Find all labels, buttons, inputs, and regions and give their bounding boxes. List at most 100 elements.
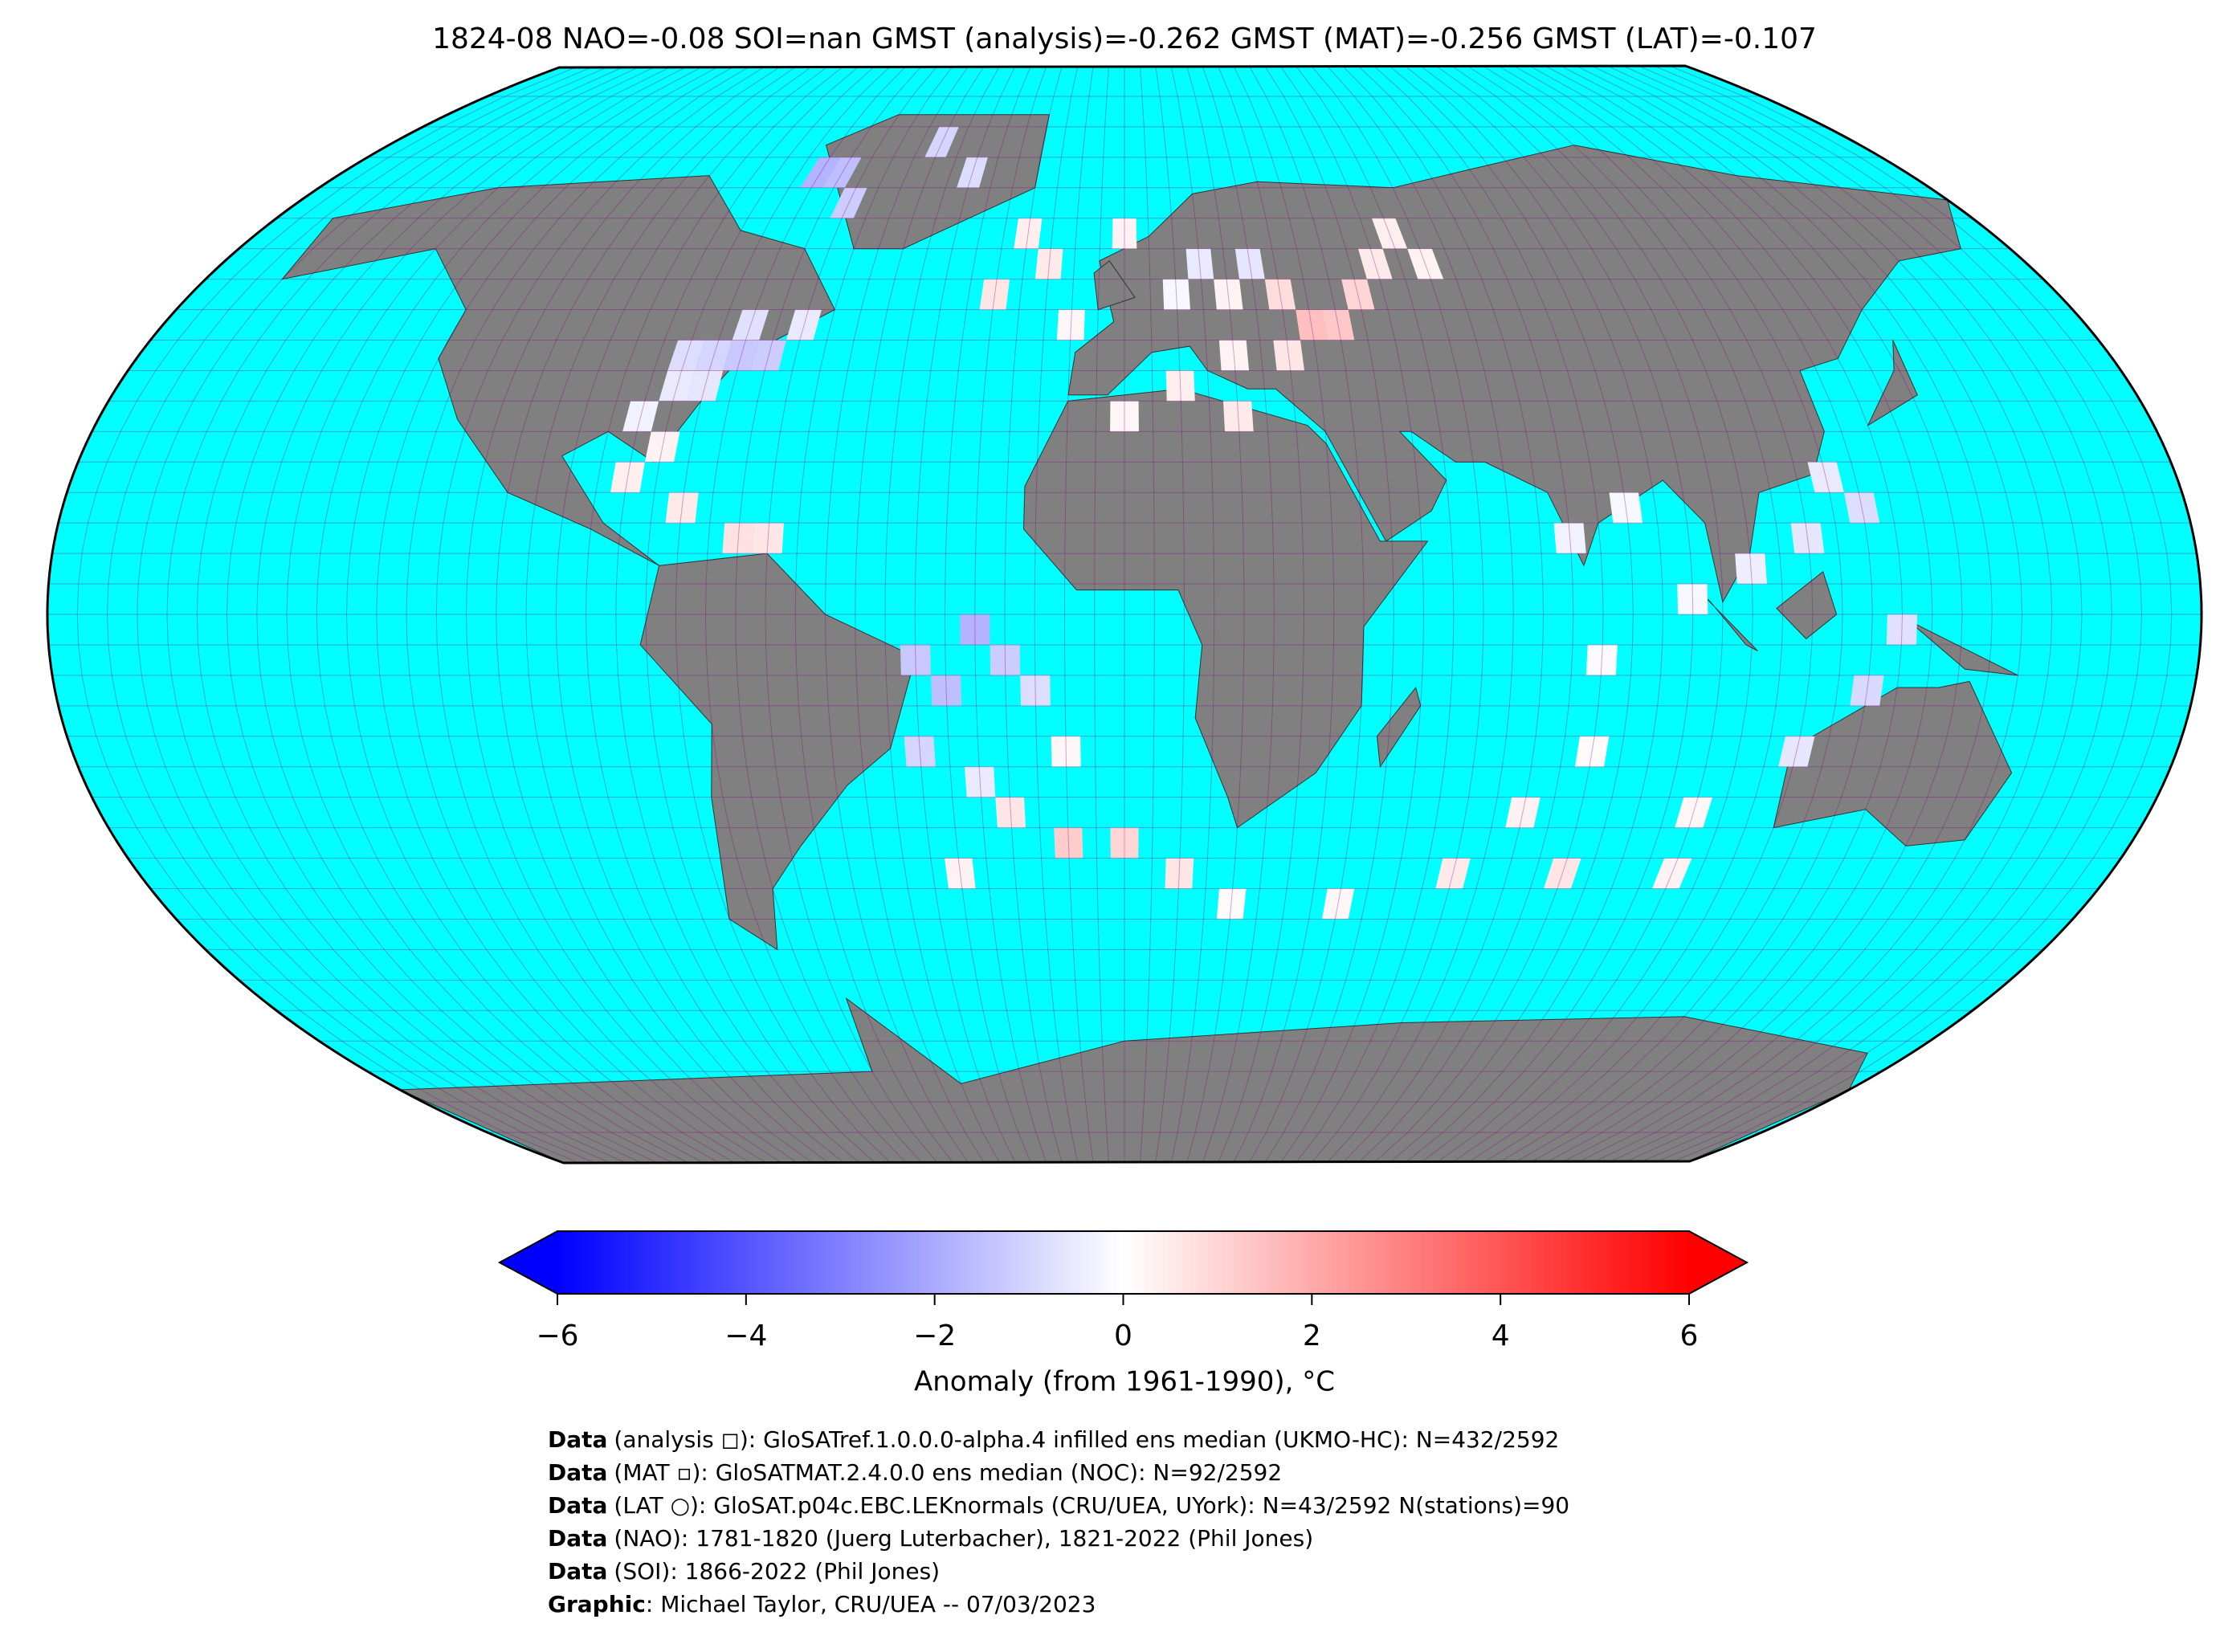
graticule <box>735 66 923 1163</box>
land <box>1908 620 2018 676</box>
graticule <box>1139 66 1155 1163</box>
graticule <box>316 66 704 1163</box>
anomaly-cell <box>1844 492 1880 524</box>
anomaly-cell <box>1054 827 1083 859</box>
colorbar-extend-high <box>1689 1231 1747 1294</box>
colorbar-tick-label: 6 <box>1680 1320 1699 1352</box>
graticule <box>884 66 1001 1163</box>
anomaly-cell <box>1807 462 1844 493</box>
land <box>1776 571 1838 640</box>
anomaly-cell <box>1435 858 1471 889</box>
anomaly-cell <box>830 187 867 218</box>
graticule <box>855 66 985 1163</box>
graticule <box>137 66 611 1163</box>
anomaly-cell <box>1020 675 1051 706</box>
graticule <box>496 66 798 1163</box>
anomaly-cell <box>667 340 705 371</box>
graticule <box>226 66 658 1163</box>
graticule <box>166 66 626 1163</box>
graticule <box>1560 66 1963 1163</box>
colorbar-tick-label: −2 <box>913 1320 956 1352</box>
anomaly-cell <box>687 370 724 402</box>
anomaly-cell <box>1165 370 1195 402</box>
anomaly-cell <box>1407 248 1444 279</box>
graticule <box>1591 66 2023 1163</box>
credit-text: (NAO): 1781-1820 (Juerg Luterbacher), 18… <box>614 1525 1313 1552</box>
map-layer <box>47 66 2202 1163</box>
graticule <box>765 66 938 1163</box>
anomaly-cell <box>732 309 769 341</box>
graticule <box>1094 66 1110 1163</box>
graticule <box>1498 66 1843 1163</box>
anomaly-cell <box>1051 736 1081 767</box>
anomaly-cell <box>957 157 988 188</box>
anomaly-cell <box>722 523 755 554</box>
anomaly-cell <box>1322 888 1355 920</box>
colorbar-tick-label: 2 <box>1303 1320 1321 1352</box>
anomaly-cell <box>965 766 996 797</box>
anomaly-cell <box>900 644 931 675</box>
anomaly-cell <box>904 736 936 767</box>
map-title: 1824-08 NAO=-0.08 SOI=nan GMST (analysis… <box>432 22 1817 55</box>
colorbar-tick-label: −6 <box>536 1320 578 1352</box>
anomaly-cell <box>695 340 732 371</box>
anomaly-cell <box>1234 248 1265 279</box>
anomaly-cell <box>1034 248 1063 279</box>
anomaly-cell <box>1014 218 1043 249</box>
credit-text: (SOI): 1866-2022 (Phil Jones) <box>614 1558 940 1585</box>
graticule <box>1607 66 2053 1163</box>
graticule <box>1217 66 1305 1163</box>
graticule <box>1202 66 1275 1163</box>
credit-line: Data (LAT ○): GloSAT.p04c.EBC.LEKnormals … <box>548 1492 1569 1519</box>
graticule <box>1295 66 1455 1163</box>
anomaly-cell <box>979 279 1010 310</box>
graticule <box>1004 66 1063 1163</box>
credit-label: Data <box>548 1558 607 1585</box>
graticule <box>76 66 580 1163</box>
graticule <box>1186 66 1245 1163</box>
credit-text: (LAT ○): GloSAT.p04c.EBC.LEKnormals (CRU… <box>614 1492 1569 1519</box>
graticule <box>286 66 689 1163</box>
anomaly-cell <box>1544 858 1581 889</box>
graticule <box>1326 66 1514 1163</box>
graticule <box>974 66 1047 1163</box>
graticule <box>615 66 860 1163</box>
graticule <box>1404 66 1664 1163</box>
anomaly-cell <box>1341 279 1375 310</box>
colorbar-tick-label: 0 <box>1114 1320 1132 1352</box>
graticule <box>345 66 720 1163</box>
graticule <box>1545 66 1933 1163</box>
anomaly-cell <box>931 675 962 706</box>
anomaly-cell <box>1214 279 1243 310</box>
anomaly-cell <box>610 462 645 493</box>
graticule <box>1170 66 1215 1163</box>
anomaly-cell <box>924 126 959 157</box>
graticule <box>1451 66 1753 1163</box>
land <box>639 553 916 951</box>
land <box>1067 145 1961 604</box>
credit-line: Data (MAT ▫): GloSATMAT.2.4.0.0 ens media… <box>548 1459 1282 1486</box>
anomaly-cell <box>786 309 822 341</box>
graticule <box>1248 66 1365 1163</box>
graticule <box>1279 66 1425 1163</box>
anomaly-cell <box>1165 858 1194 889</box>
graticule <box>1669 66 2173 1163</box>
anomaly-cell <box>1216 888 1247 920</box>
anomaly-cell <box>1162 279 1190 310</box>
anomaly-cell <box>945 858 976 889</box>
graticule <box>406 66 751 1163</box>
anomaly-cell <box>1273 340 1304 371</box>
anomaly-cell <box>1296 309 1328 341</box>
anomaly-cell <box>1735 553 1767 585</box>
colorbar-tick-label: 4 <box>1492 1320 1510 1352</box>
anomaly-cell <box>1264 279 1296 310</box>
anomaly-cell <box>1677 584 1708 614</box>
anomaly-cell <box>1218 340 1250 371</box>
credit-line: Data (NAO): 1781-1820 (Juerg Luterbacher)… <box>548 1525 1313 1552</box>
graticule <box>794 66 954 1163</box>
graticule <box>1357 66 1574 1163</box>
credit-label: Data <box>548 1459 607 1486</box>
graticule <box>704 66 907 1163</box>
graticule <box>1654 66 2143 1163</box>
anomaly-cell <box>622 401 659 432</box>
